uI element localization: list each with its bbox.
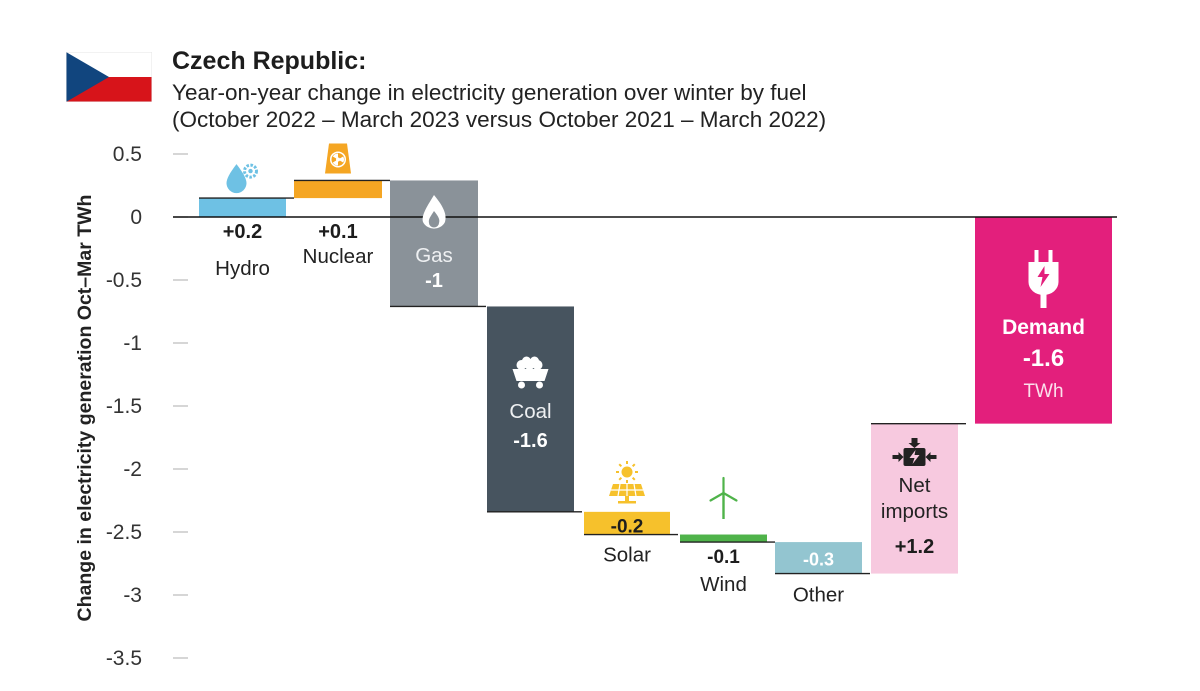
chart-subtitle-line-2: (October 2022 – March 2023 versus Octobe… (172, 107, 827, 132)
gas-flame-icon (422, 195, 446, 229)
bar-demand (975, 217, 1112, 424)
category-label-solar: Solar (603, 544, 651, 567)
flag-czech-icon (66, 52, 152, 102)
value-label-coal: -1.6 (513, 430, 547, 452)
y-tick-label: 0.5 (113, 143, 142, 166)
value-label-demand: -1.6 (1023, 345, 1064, 372)
bar-solar (584, 511, 670, 535)
bar-group-nuclear (294, 179, 390, 199)
category-label-demand: Demand (1002, 316, 1085, 339)
solar-panel-icon (609, 461, 645, 504)
wind-turbine-icon (709, 476, 738, 519)
value-label-gas: -1 (425, 270, 443, 292)
nuclear-plant-icon (325, 143, 351, 174)
bar-group-hydro (199, 197, 294, 217)
bar-other (775, 542, 862, 574)
bar-group-solar (584, 511, 678, 536)
bar-group-coal (487, 306, 582, 513)
bar-group-demand (975, 217, 1112, 424)
y-tick-label: -2.5 (106, 521, 142, 544)
plug-icon (1028, 250, 1059, 308)
value-label-net_imports: +1.2 (895, 536, 934, 558)
y-axis: 0.5 0 -0.5 -1 -1.5 -2 -2.5 -3 -3.5 Change in elec… (74, 143, 188, 670)
bar-nuclear (294, 180, 382, 199)
value-label-other: -0.3 (803, 550, 834, 570)
value-label-nuclear: +0.1 (318, 221, 357, 243)
bar-group-other (775, 542, 870, 575)
chart-subtitle-line-1: Year-on-year change in electricity gener… (172, 80, 807, 105)
category-label-hydro: Hydro (215, 257, 270, 280)
category-label-nuclear: Nuclear (303, 245, 374, 268)
flag-blue-triangle (66, 52, 109, 102)
value-label-hydro: +0.2 (223, 221, 262, 243)
y-tick-label: -1 (123, 332, 142, 355)
y-axis-label: Change in electricity generation Oct–Mar… (74, 195, 96, 622)
category-label-gas: Gas (415, 244, 453, 267)
bar-hydro (199, 198, 286, 217)
y-tick-label: 0 (130, 206, 142, 229)
chart-title: Czech Republic: (172, 47, 367, 75)
y-tick-label: -3.5 (106, 647, 142, 670)
category-label-coal: Coal (509, 400, 551, 423)
y-tick-label: -3 (123, 584, 142, 607)
value-label-wind: -0.1 (707, 547, 740, 568)
chart-subtitle: Year-on-year change in electricity gener… (172, 79, 826, 133)
bar-wind (680, 534, 767, 543)
category-label-net_imports: Net (899, 474, 931, 497)
value-label-solar: -0.2 (611, 517, 644, 538)
bar-group-wind (680, 534, 775, 543)
y-tick-label: -2 (123, 458, 142, 481)
water-drop-gear-icon (226, 163, 258, 194)
category-label-other: Other (793, 584, 844, 607)
power-import-icon (892, 438, 937, 466)
coal-cart-icon (512, 356, 549, 389)
y-tick-label: -1.5 (106, 395, 142, 418)
unit-label-demand: TWh (1023, 381, 1063, 402)
category-label-net_imports-line-2: imports (881, 500, 948, 523)
bar-coal (487, 306, 574, 512)
y-tick-label: -0.5 (106, 269, 142, 292)
category-label-wind: Wind (700, 573, 747, 596)
